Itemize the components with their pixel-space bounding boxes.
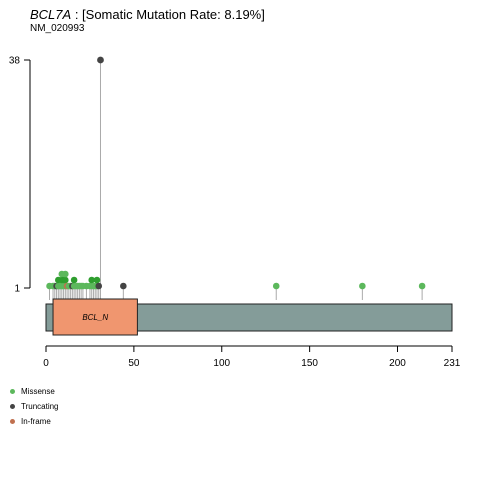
lollipop-head [272, 282, 280, 290]
x-tick-label: 50 [128, 358, 140, 369]
gene-title: BCL7A : [Somatic Mutation Rate: 8.19%] [30, 7, 265, 22]
mutation-rate-text: : [Somatic Mutation Rate: 8.19%] [71, 7, 265, 22]
y-axis: 1 38 [9, 56, 31, 295]
lollipop-head [95, 282, 103, 290]
y-tick-label: 1 [14, 284, 20, 295]
lollipop-head [70, 276, 78, 284]
lollipop-head [120, 282, 127, 290]
legend-label: Truncating [21, 402, 59, 411]
x-tick-label: 150 [301, 358, 318, 369]
lollipop-head [93, 276, 101, 284]
domain-box [52, 298, 138, 336]
domain-label: BCL_N [82, 313, 108, 322]
legend-item-truncating: Truncating [10, 399, 59, 414]
lollipop-stems [49, 60, 423, 300]
x-tick-label: 0 [43, 358, 49, 369]
lollipop-head [62, 270, 69, 278]
protein-track: BCL_N [45, 298, 453, 336]
legend-item-missense: Missense [10, 384, 59, 399]
y-tick-label: 38 [9, 56, 21, 67]
legend: Missense Truncating In-frame [10, 384, 59, 429]
legend-swatch [10, 419, 15, 424]
gene-name: BCL7A [30, 7, 72, 22]
title-block: BCL7A : [Somatic Mutation Rate: 8.19%] N… [30, 7, 265, 35]
legend-item-inframe: In-frame [10, 414, 59, 429]
legend-swatch [10, 389, 15, 394]
x-tick-label: 231 [444, 358, 461, 369]
lollipop-head [88, 276, 95, 284]
x-tick-label: 200 [389, 358, 406, 369]
transcript-id: NM_020993 [30, 23, 85, 34]
lollipop-head [62, 276, 69, 284]
x-tick-label: 100 [213, 358, 230, 369]
legend-label: In-frame [21, 417, 51, 426]
lollipop-head [97, 56, 104, 64]
legend-label: Missense [21, 387, 55, 396]
lollipop-heads [46, 56, 426, 290]
lollipop-head [418, 282, 426, 290]
legend-swatch [10, 404, 15, 409]
x-axis: 0 50 100 150 200 231 [43, 345, 461, 369]
lollipop-head [359, 282, 366, 290]
